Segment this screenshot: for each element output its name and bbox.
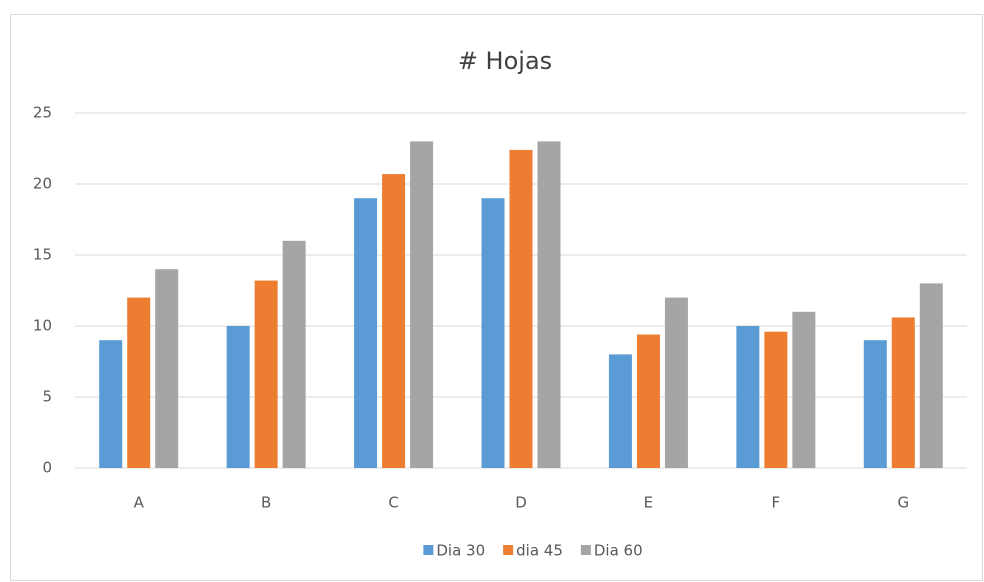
bar [282,240,306,468]
legend-label: dia 45 [516,542,563,560]
bar [127,297,151,468]
legend-swatch [580,545,591,555]
x-tick-label: C [388,494,398,512]
y-tick-label: 15 [33,246,52,264]
x-tick-label: B [261,494,271,512]
y-tick-label: 0 [42,459,52,477]
y-tick-label: 20 [33,175,52,193]
bar [382,174,406,468]
y-tick-label: 10 [33,317,52,335]
bar [608,354,632,468]
bar [736,326,760,468]
x-tick-label: D [515,494,527,512]
x-tick-label: A [134,494,145,512]
bar [509,149,533,469]
y-tick-label: 5 [42,388,52,406]
bar [155,269,179,468]
bar [664,297,688,468]
bar [764,331,788,468]
y-tick-label: 25 [33,104,52,122]
bar [863,340,887,468]
bar [410,141,434,468]
x-tick-label: E [644,494,653,512]
bar [481,198,505,468]
legend-label: Dia 60 [594,542,643,560]
bar [891,317,915,468]
bar [254,280,278,468]
chart-title: # Hojas [458,47,552,75]
bar [636,334,660,468]
bar [99,340,123,468]
bar [226,326,250,468]
bar [537,141,561,468]
bar [919,283,943,468]
legend-swatch [423,545,434,555]
legend-swatch [503,545,514,555]
x-tick-label: G [897,494,909,512]
legend-label: Dia 30 [436,542,485,560]
bar [792,311,816,468]
x-tick-label: F [772,494,781,512]
bar [354,198,378,468]
